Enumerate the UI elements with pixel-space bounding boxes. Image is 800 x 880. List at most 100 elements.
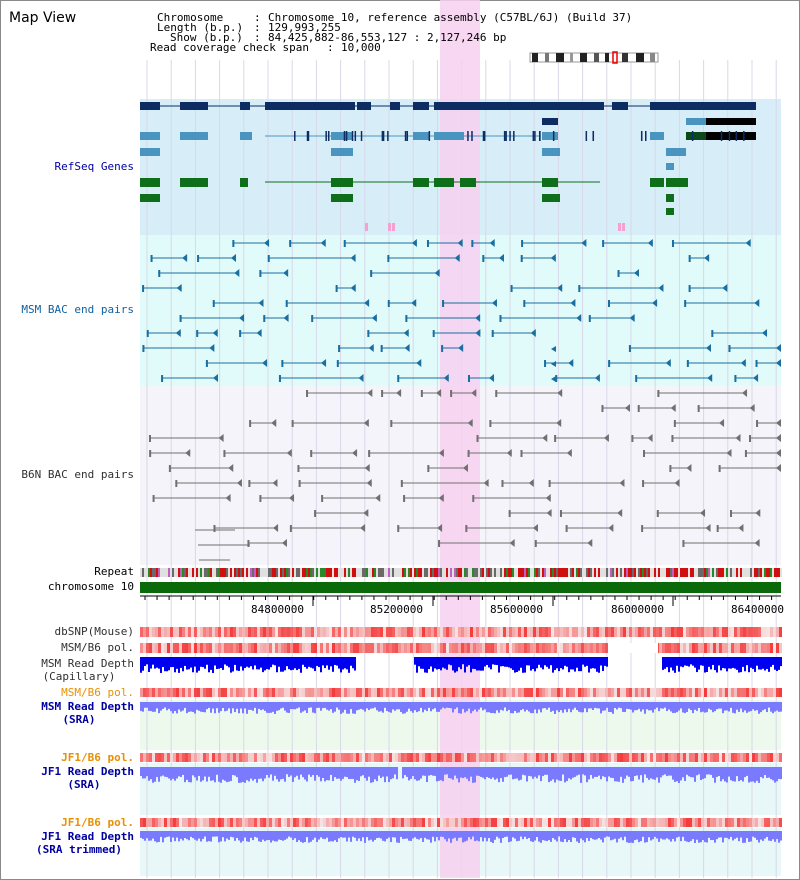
msm-b6-pol-heat-2	[272, 688, 275, 697]
track-label-msm-bac[interactable]: MSM BAC end pairs	[21, 303, 134, 316]
msm-bac-pair-end	[523, 300, 526, 307]
msm-capillary-depth	[280, 657, 282, 672]
b6n-bac-pair-end	[682, 540, 685, 547]
jf1-sra-depth	[754, 767, 756, 783]
msm-b6-pol-heat	[473, 643, 476, 653]
msm-b6-pol-heat-2	[716, 688, 719, 697]
msm-sra-depth	[546, 702, 548, 710]
dbsnp-heat	[662, 627, 665, 637]
msm-capillary-depth	[666, 657, 668, 668]
repeat-mark	[706, 568, 708, 577]
jf1-b6-pol-heat-2	[299, 818, 302, 827]
track-label-dbsnp[interactable]: dbSNP(Mouse)	[54, 625, 134, 638]
jf1-sra-depth	[288, 767, 290, 777]
msm-capillary-depth	[338, 657, 340, 669]
jf1-sra-depth	[760, 767, 762, 778]
gene-exon	[180, 178, 208, 187]
dbsnp-heat	[173, 627, 176, 637]
msm-sra-depth	[614, 702, 616, 708]
jf1-sra-depth	[412, 767, 414, 777]
track-label-jf1-b6-pol-2[interactable]: JF1/B6 pol.	[61, 816, 134, 829]
jf1-trim-depth	[754, 831, 756, 838]
dbsnp-heat	[668, 627, 671, 637]
msm-sra-depth	[754, 702, 756, 711]
jf1-b6-pol-heat-2	[422, 818, 425, 827]
track-label-msm-depth-sra[interactable]: MSM Read Depth	[41, 700, 134, 713]
jf1-trim-depth	[780, 831, 782, 841]
jf1-b6-pol-heat	[656, 753, 659, 762]
jf1-b6-pol-heat-2	[230, 818, 233, 827]
jf1-b6-pol-heat-2	[368, 818, 371, 827]
jf1-sra-depth	[330, 767, 332, 775]
dbsnp-heat	[707, 627, 710, 637]
jf1-trim-depth	[364, 831, 366, 843]
msm-b6-pol-heat-2	[458, 688, 461, 697]
jf1-sra-depth	[158, 767, 160, 782]
track-label-repeat[interactable]: Repeat	[94, 565, 134, 578]
msm-b6-pol-heat	[506, 643, 509, 653]
msm-capillary-depth	[510, 657, 512, 669]
jf1-trim-depth	[288, 831, 290, 837]
repeat-mark	[648, 568, 650, 577]
jf1-trim-depth	[584, 831, 586, 843]
repeat-mark	[364, 568, 366, 577]
msm-sra-depth	[496, 702, 498, 711]
msm-b6-pol-heat-2	[668, 688, 671, 697]
jf1-sra-depth	[690, 767, 692, 778]
info-chromosome-label: Chromosome	[157, 11, 224, 24]
track-label-msm-b6-pol[interactable]: MSM/B6 pol.	[61, 641, 134, 654]
jf1-b6-pol-heat-2	[425, 818, 428, 827]
jf1-trim-depth	[150, 831, 152, 841]
track-label-jf1-b6-pol[interactable]: JF1/B6 pol.	[61, 751, 134, 764]
jf1-b6-pol-heat-2	[767, 818, 770, 827]
b6n-bac-pair-end	[534, 540, 537, 547]
jf1-b6-pol-heat-2	[467, 818, 470, 827]
msm-bac-pair-end	[197, 255, 200, 262]
track-label-jf1-depth-sra[interactable]: JF1 Read Depth	[41, 765, 134, 778]
track-label-jf1-depth-trim[interactable]: JF1 Read Depth	[41, 830, 134, 843]
msm-capillary-depth	[346, 657, 348, 670]
dbsnp-heat	[491, 627, 494, 637]
track-label-b6n-bac[interactable]: B6N BAC end pairs	[21, 468, 134, 481]
track-label-chromosome[interactable]: chromosome 10	[47, 580, 134, 593]
repeat-mark	[292, 568, 294, 577]
track-label-msm-b6-pol-2[interactable]: MSM/B6 pol.	[61, 686, 134, 699]
msm-bac-pair-end	[432, 330, 435, 337]
msm-b6-pol-heat-2	[344, 688, 347, 697]
track-label-msm-depth-sra-sub: (SRA)	[62, 713, 96, 726]
jf1-sra-depth	[492, 767, 494, 778]
track-label-msm-depth-cap[interactable]: MSM Read Depth	[41, 657, 134, 670]
msm-b6-pol-heat-2	[434, 688, 437, 697]
msm-sra-depth	[570, 702, 572, 713]
msm-b6-pol-heat-2	[512, 688, 515, 697]
msm-b6-pol-heat	[719, 643, 722, 653]
b6n-bac-pair-end	[400, 480, 403, 487]
msm-capillary-depth	[290, 657, 292, 671]
msm-sra-depth	[244, 702, 246, 709]
msm-capillary-depth	[224, 657, 226, 665]
msm-b6-pol-heat-2	[449, 688, 452, 697]
jf1-b6-pol-heat	[545, 753, 548, 762]
jf1-sra-depth	[218, 767, 220, 782]
msm-capillary-depth	[292, 657, 294, 670]
jf1-b6-pol-heat	[359, 753, 362, 762]
msm-b6-pol-heat	[230, 643, 233, 653]
msm-capillary-depth	[578, 657, 580, 672]
repeat-mark	[384, 568, 386, 577]
dbsnp-heat	[713, 627, 716, 637]
repeat-mark	[530, 568, 532, 577]
repeat-mark	[354, 568, 356, 577]
jf1-b6-pol-heat-2	[149, 818, 152, 827]
msm-b6-pol-heat	[317, 643, 320, 653]
jf1-sra-depth	[336, 767, 338, 779]
track-label-refseq[interactable]: RefSeq Genes	[54, 160, 134, 173]
msm-capillary-depth	[552, 657, 554, 673]
jf1-trim-depth	[240, 831, 242, 843]
repeat-mark	[640, 568, 642, 577]
jf1-sra-depth	[272, 767, 274, 781]
b6n-bac-pair-end	[297, 465, 300, 472]
repeat-mark	[506, 568, 508, 577]
msm-b6-pol-heat	[701, 643, 704, 653]
jf1-b6-pol-heat	[284, 753, 287, 762]
jf1-trim-depth	[362, 831, 364, 838]
